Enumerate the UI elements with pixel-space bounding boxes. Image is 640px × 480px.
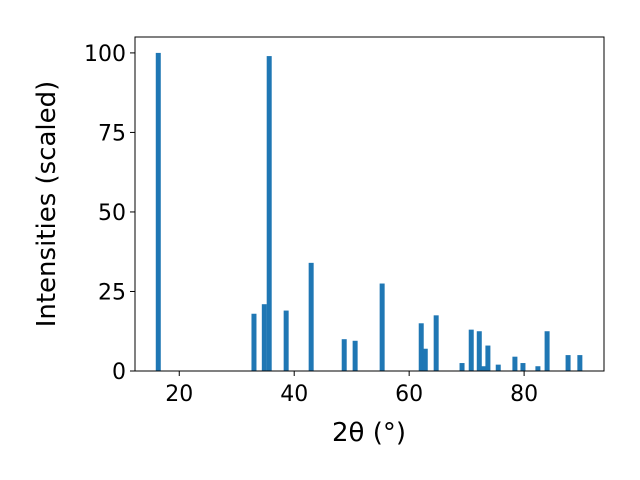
bar bbox=[418, 323, 424, 371]
y-tick-label: 50 bbox=[98, 201, 126, 226]
bar bbox=[251, 313, 257, 371]
bar bbox=[577, 355, 583, 371]
bar bbox=[155, 52, 161, 372]
bar bbox=[512, 356, 518, 371]
x-tick-label: 20 bbox=[165, 382, 193, 407]
bar bbox=[544, 331, 550, 371]
x-tick-label: 40 bbox=[280, 382, 308, 407]
bar bbox=[379, 283, 385, 371]
bar bbox=[520, 363, 526, 371]
bar bbox=[481, 366, 487, 371]
bar bbox=[535, 366, 541, 371]
x-axis-label: 2θ (°) bbox=[332, 418, 406, 448]
bar bbox=[352, 340, 358, 371]
bar bbox=[266, 56, 272, 371]
bar bbox=[341, 339, 347, 371]
bar bbox=[261, 304, 267, 371]
bar bbox=[459, 363, 465, 371]
x-tick-label: 60 bbox=[395, 382, 423, 407]
bar bbox=[422, 348, 428, 371]
bar bbox=[283, 310, 289, 371]
bar bbox=[433, 315, 439, 371]
bar bbox=[476, 331, 482, 371]
plot-frame bbox=[134, 36, 605, 372]
y-tick-label: 75 bbox=[98, 121, 126, 146]
bar bbox=[308, 262, 314, 371]
bar bbox=[468, 329, 474, 371]
y-tick-label: 0 bbox=[112, 360, 126, 385]
y-tick-label: 25 bbox=[98, 280, 126, 305]
x-tick-label: 80 bbox=[510, 382, 538, 407]
y-axis-label: Intensities (scaled) bbox=[32, 81, 62, 328]
bar bbox=[495, 364, 501, 371]
y-tick-label: 100 bbox=[84, 42, 126, 67]
bar bbox=[565, 355, 571, 371]
bar bbox=[485, 345, 491, 371]
